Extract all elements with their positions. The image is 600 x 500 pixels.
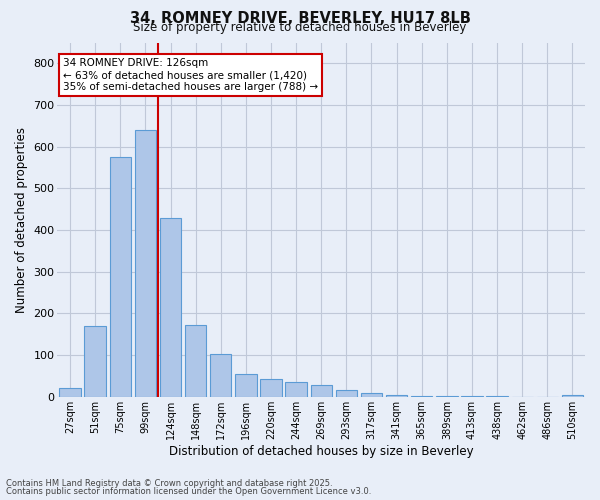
Bar: [361, 392, 382, 397]
Bar: [411, 396, 433, 397]
Text: Contains HM Land Registry data © Crown copyright and database right 2025.: Contains HM Land Registry data © Crown c…: [6, 478, 332, 488]
Bar: [185, 325, 206, 397]
Bar: [85, 326, 106, 397]
Bar: [335, 390, 357, 397]
Text: Contains public sector information licensed under the Open Government Licence v3: Contains public sector information licen…: [6, 487, 371, 496]
Bar: [311, 385, 332, 397]
Bar: [235, 374, 257, 397]
Text: 34, ROMNEY DRIVE, BEVERLEY, HU17 8LB: 34, ROMNEY DRIVE, BEVERLEY, HU17 8LB: [130, 11, 470, 26]
Text: Size of property relative to detached houses in Beverley: Size of property relative to detached ho…: [133, 22, 467, 35]
Bar: [436, 396, 458, 397]
Bar: [562, 394, 583, 397]
Bar: [110, 157, 131, 397]
Text: 34 ROMNEY DRIVE: 126sqm
← 63% of detached houses are smaller (1,420)
35% of semi: 34 ROMNEY DRIVE: 126sqm ← 63% of detache…: [63, 58, 318, 92]
Bar: [210, 354, 232, 397]
Bar: [135, 130, 156, 397]
X-axis label: Distribution of detached houses by size in Beverley: Distribution of detached houses by size …: [169, 444, 473, 458]
Bar: [386, 394, 407, 397]
Bar: [286, 382, 307, 397]
Bar: [160, 218, 181, 397]
Y-axis label: Number of detached properties: Number of detached properties: [15, 126, 28, 312]
Bar: [260, 380, 281, 397]
Bar: [59, 388, 80, 397]
